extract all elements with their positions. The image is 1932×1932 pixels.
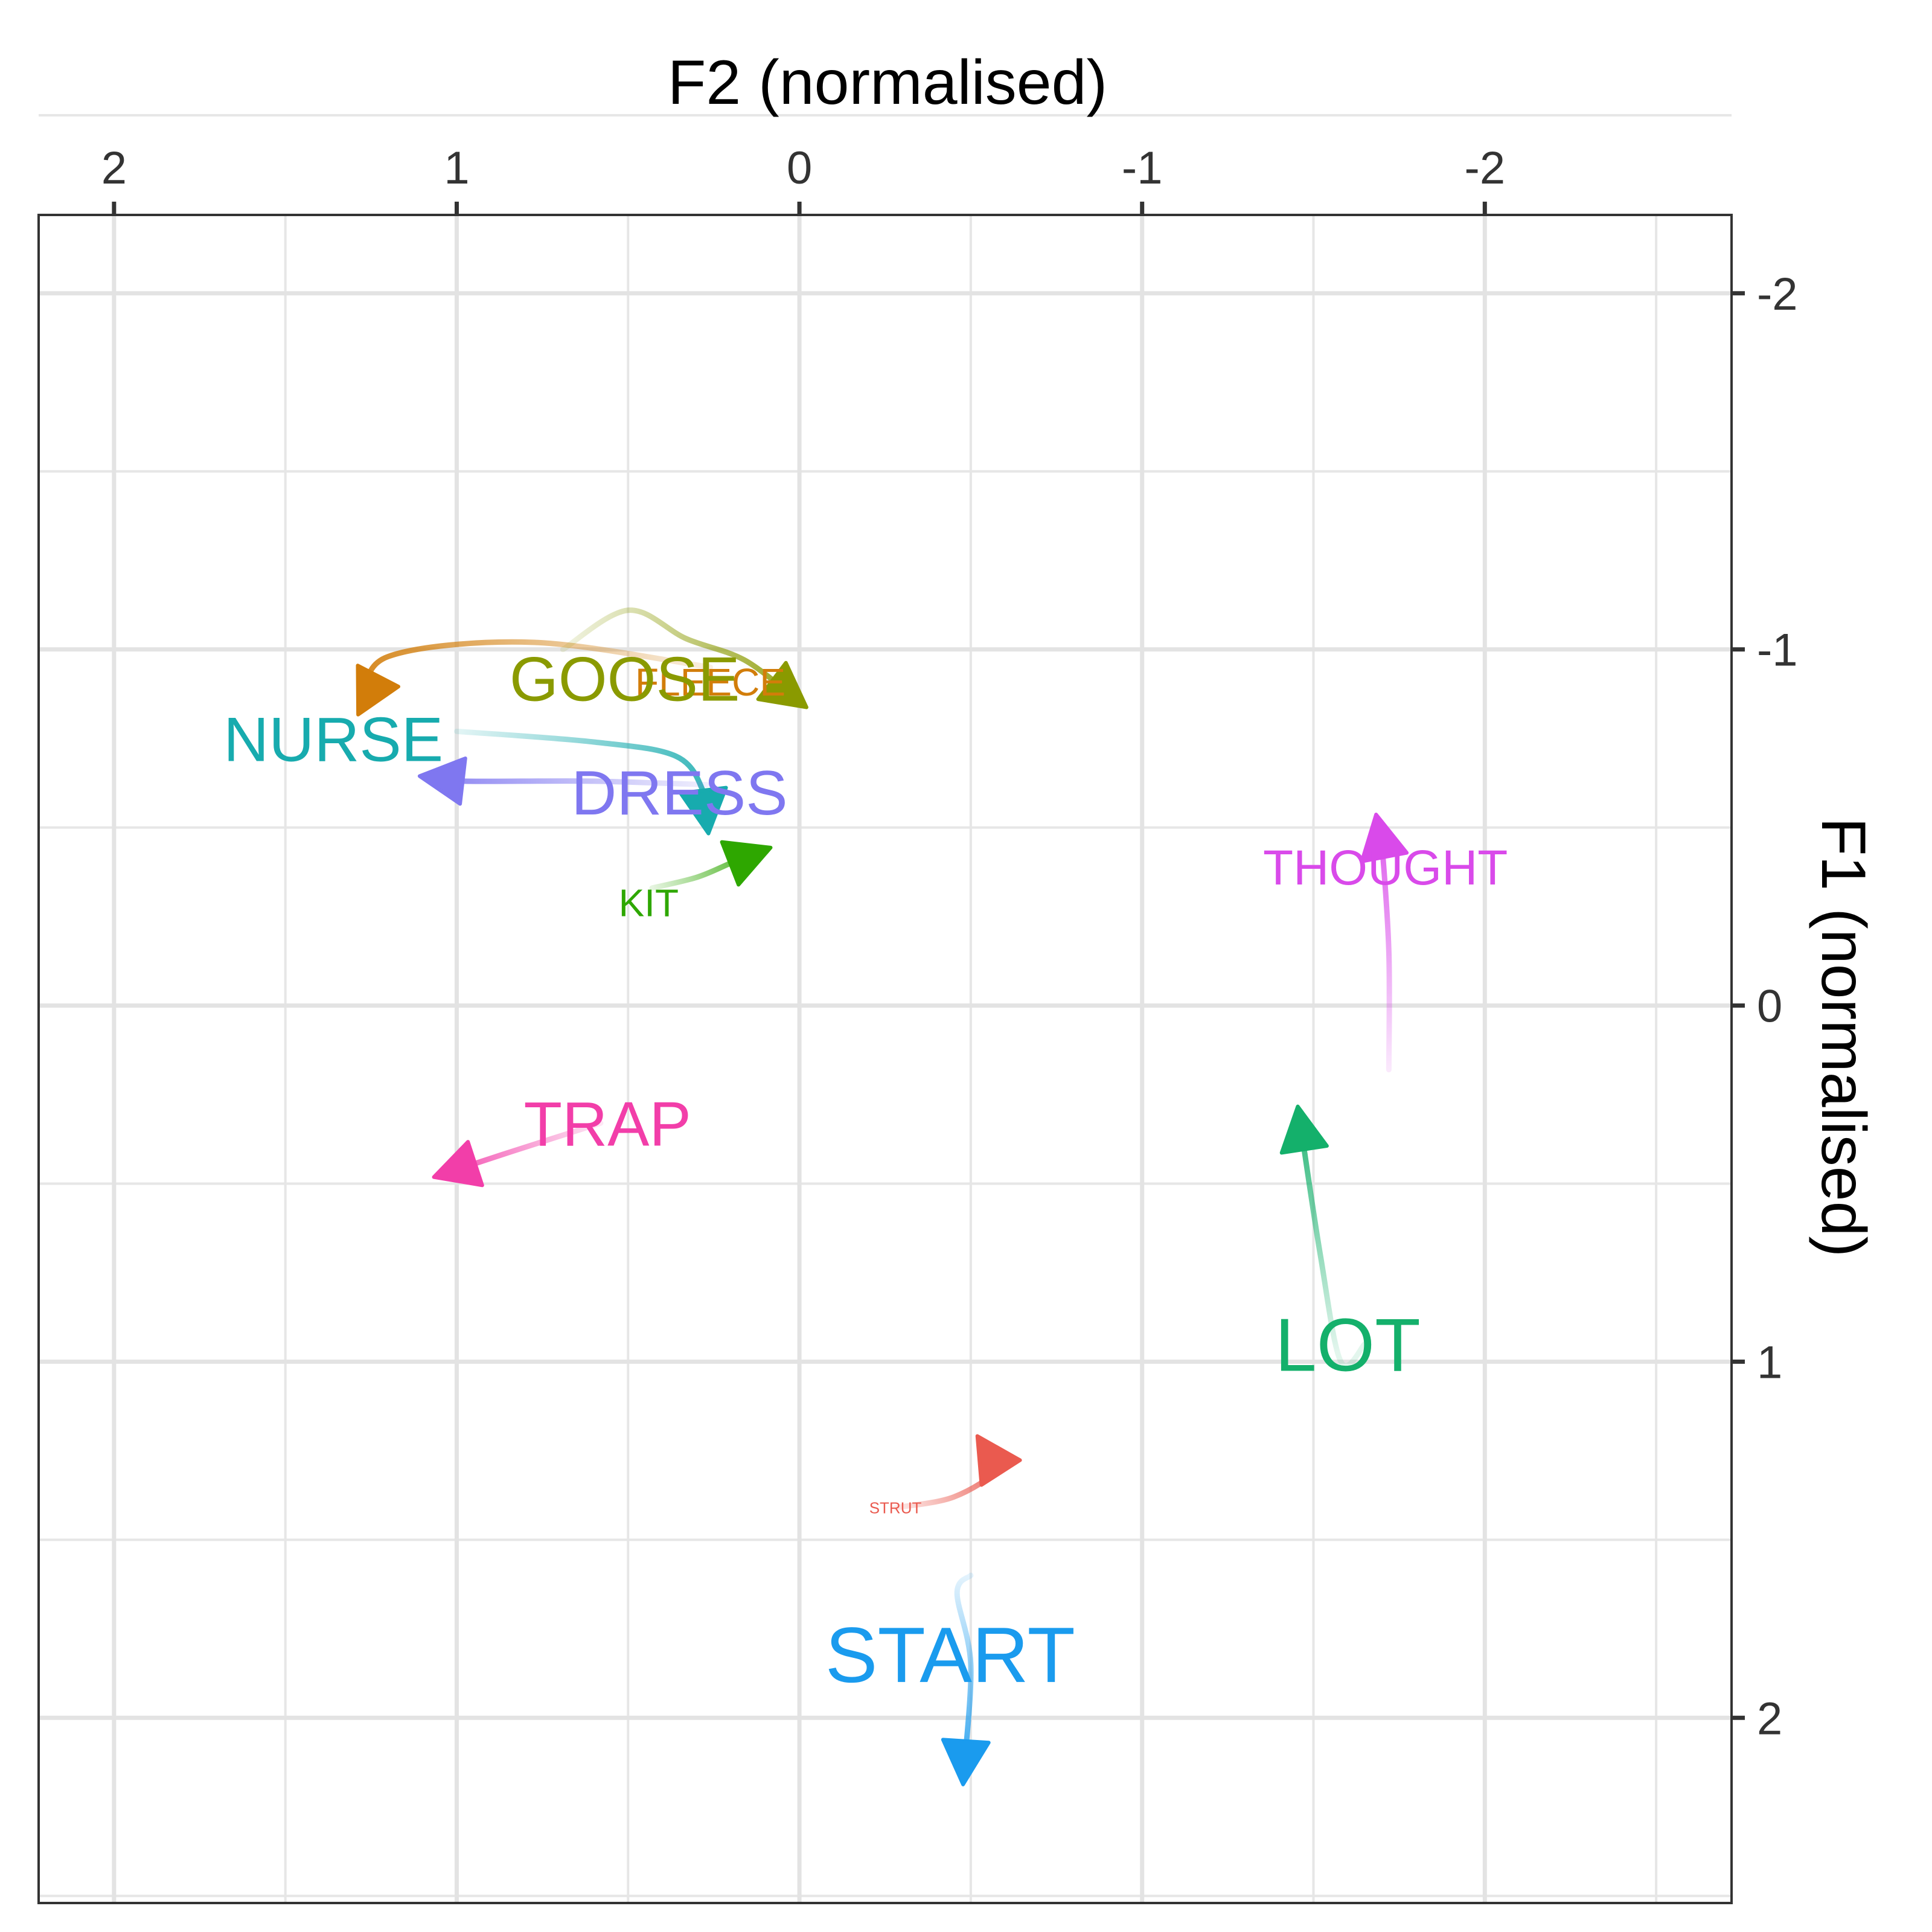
label-nurse: NURSE [223, 705, 443, 775]
x-tick-label: -1 [1122, 142, 1163, 194]
y-axis: -2 -1 0 1 2 [1732, 269, 1798, 1744]
series-fleece [356, 639, 714, 717]
label-trap: TRAP [524, 1090, 691, 1160]
x-tick-label: 0 [787, 142, 812, 194]
y-tick-label: -1 [1757, 625, 1798, 676]
arrowhead-goose [756, 661, 808, 709]
trajectory-goose [560, 607, 799, 702]
arrowhead-kit [720, 840, 773, 887]
series-layer [356, 607, 1409, 1786]
arrowhead-start [941, 1738, 991, 1786]
plot-panel [37, 214, 1733, 1904]
y-tick-label: 2 [1757, 1693, 1782, 1744]
arrowhead-fleece [356, 664, 400, 717]
series-strut [892, 1434, 1022, 1511]
y-axis-title: F1 (normalised) [1808, 817, 1878, 1257]
label-start: START [825, 1611, 1075, 1699]
series-nurse [453, 728, 728, 836]
y-tick-label: 1 [1757, 1337, 1782, 1388]
series-kit [649, 840, 773, 891]
arrowhead-dress [417, 756, 467, 806]
x-tick-label: 1 [444, 142, 469, 194]
grid [39, 114, 1732, 1903]
series-goose [560, 607, 808, 709]
x-tick-label: 2 [101, 142, 127, 194]
label-strut: STRUT [869, 1499, 922, 1517]
label-thought: THOUGHT [1263, 840, 1508, 895]
label-kit: KIT [619, 881, 679, 924]
arrowhead-lot [1279, 1104, 1329, 1155]
series-start [941, 1572, 991, 1786]
y-tick-label: -2 [1757, 269, 1798, 320]
arrowhead-nurse [679, 785, 728, 836]
arrowhead-trap [432, 1140, 484, 1188]
series-lot [1279, 1104, 1368, 1369]
trajectory-start [954, 1572, 974, 1774]
series-trap [432, 1120, 604, 1188]
arrowhead-thought [1360, 812, 1409, 863]
label-dress: DRESS [571, 758, 787, 828]
y-tick-label: 0 [1757, 981, 1782, 1032]
label-goose: GOOSE [510, 644, 740, 714]
x-axis: 2 1 0 -1 -2 [101, 142, 1505, 215]
arrowhead-strut [975, 1434, 1022, 1487]
x-tick-label: -2 [1465, 142, 1506, 194]
series-thought [1360, 812, 1409, 1073]
x-axis-title: F2 (normalised) [668, 48, 1107, 118]
series-dress [417, 756, 710, 806]
label-lot: LOT [1275, 1304, 1421, 1387]
label-fleece: FLEECE [635, 661, 785, 704]
trajectory-lot [1297, 1116, 1368, 1369]
